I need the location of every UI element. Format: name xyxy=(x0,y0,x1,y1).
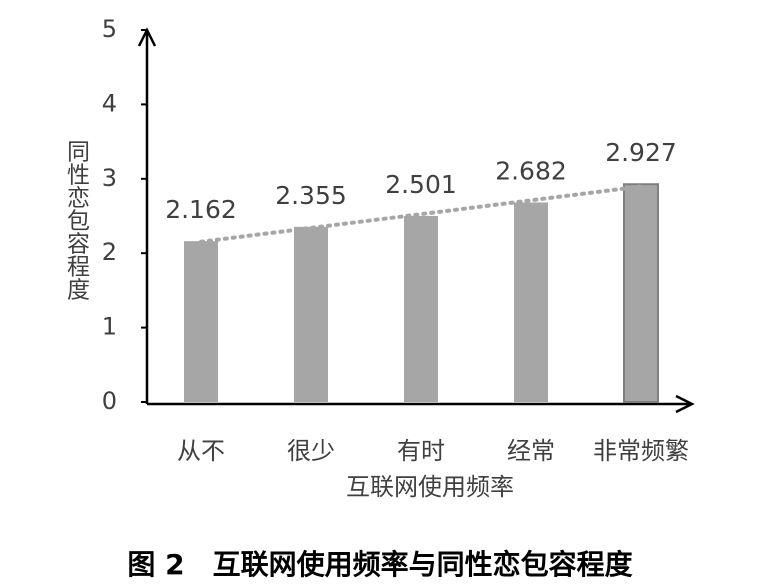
y-tick-label: 5 xyxy=(102,15,117,43)
x-tick-label: 非常频繁 xyxy=(593,437,689,465)
y-tick-label: 2 xyxy=(102,238,117,266)
value-label: 2.501 xyxy=(385,170,457,199)
trendline xyxy=(199,184,643,244)
x-tick-label: 从不 xyxy=(177,437,225,465)
x-axis-title: 互联网使用频率 xyxy=(346,473,514,501)
y-tick-label: 1 xyxy=(102,313,117,341)
bar xyxy=(184,241,218,402)
value-label: 2.682 xyxy=(495,156,567,185)
bar xyxy=(623,183,659,403)
x-tick-label: 有时 xyxy=(397,437,445,465)
y-axis-title: 同性恋包容程度 xyxy=(63,140,91,301)
y-tick-label: 0 xyxy=(102,387,117,415)
value-label: 2.355 xyxy=(275,181,347,210)
value-label: 2.927 xyxy=(605,138,677,167)
y-tick-label: 4 xyxy=(102,89,117,117)
y-axis xyxy=(137,27,157,404)
value-label: 2.162 xyxy=(165,195,237,224)
y-tick-label: 3 xyxy=(102,164,117,192)
bar xyxy=(514,202,548,402)
bar xyxy=(404,215,438,402)
x-tick-label: 很少 xyxy=(287,437,335,465)
x-tick-label: 经常 xyxy=(507,437,555,465)
x-axis xyxy=(147,394,695,414)
chart-title: 图 2 互联网使用频率与同性恋包容程度 xyxy=(127,548,632,581)
bar xyxy=(294,226,328,402)
